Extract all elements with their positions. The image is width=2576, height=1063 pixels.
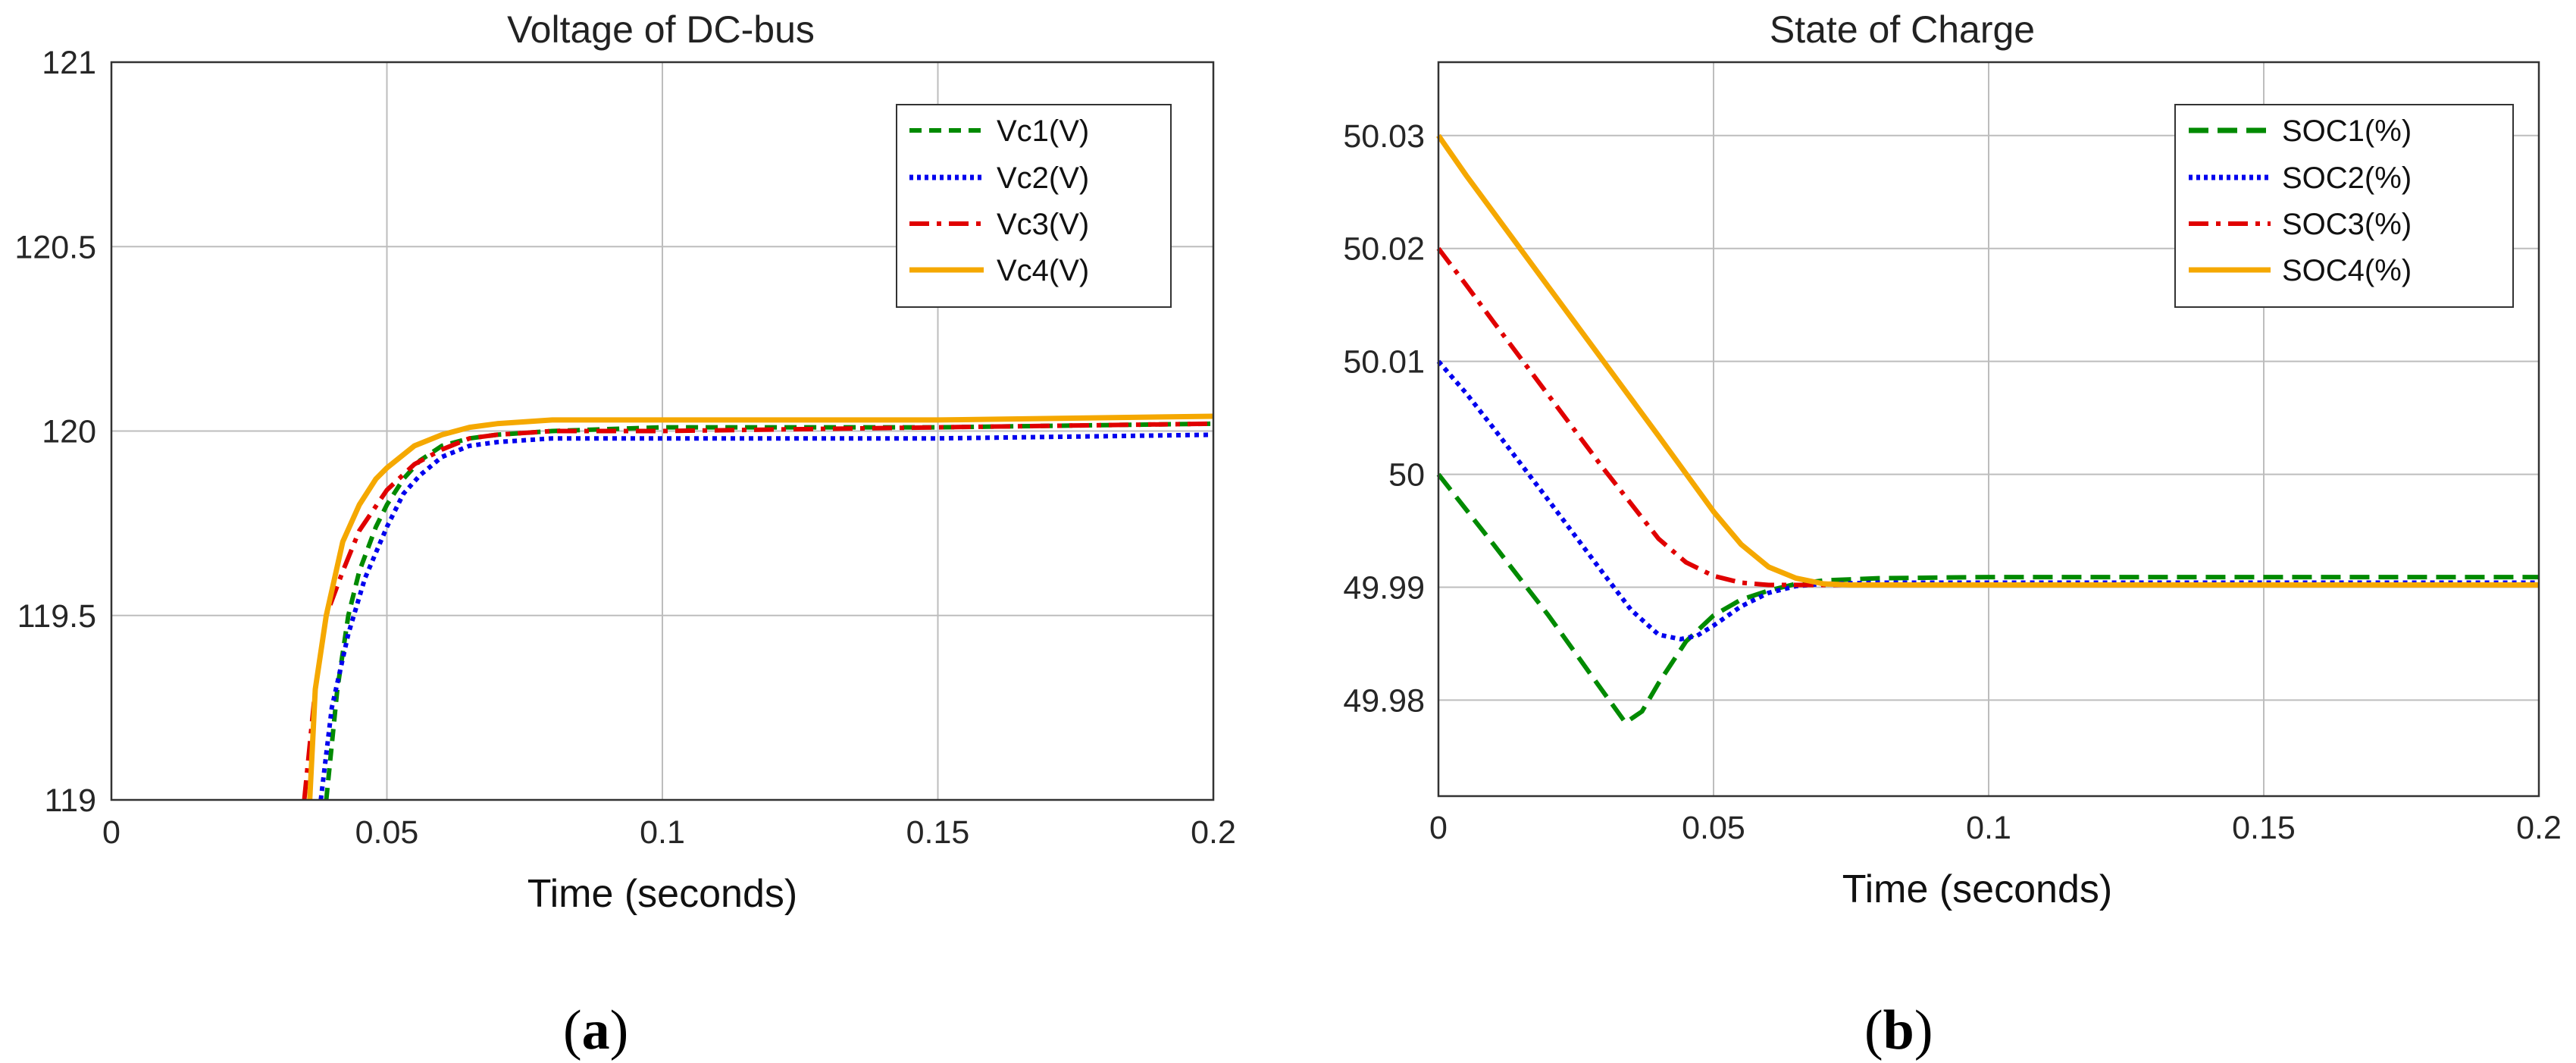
chart-b-ytick: 50.01 (1343, 344, 1425, 381)
chart-a-ytick: 120.5 (14, 229, 96, 265)
chart-a-ytick: 119.5 (17, 598, 96, 635)
chart-a-legend-box (896, 104, 1172, 308)
chart-a-caption-letter: a (582, 999, 610, 1061)
chart-a-xtick: 0.15 (906, 814, 970, 851)
chart-a-legend-label: Vc1(V) (997, 114, 1089, 148)
chart-b-legend-label: SOC2(%) (2282, 161, 2412, 195)
chart-a-xtick: 0.1 (640, 814, 685, 851)
chart-a: Voltage of DC-bus 0 0.05 0.1 0.15 0.2 11… (14, 8, 1236, 1061)
chart-b-ytick: 49.99 (1343, 569, 1425, 606)
chart-b-ytick: 50 (1388, 457, 1425, 494)
chart-a-legend-label: Vc3(V) (997, 208, 1089, 241)
chart-b-ytick: 50.02 (1343, 231, 1425, 268)
chart-b-caption: (b) (1864, 999, 1933, 1061)
chart-a-title: Voltage of DC-bus (507, 8, 815, 51)
chart-b-caption-letter: b (1883, 999, 1914, 1061)
chart-a-ytick: 121 (42, 45, 96, 81)
chart-b-yticks: 49.98 49.99 50 50.01 50.02 50.03 (1343, 118, 1425, 720)
chart-b-legend-label: SOC3(%) (2282, 208, 2412, 241)
chart-b-xtick: 0.1 (1966, 810, 2011, 846)
chart-b-series-4-line (1436, 133, 2539, 588)
chart-a-ytick: 120 (42, 414, 96, 450)
chart-b-xtick: 0.05 (1682, 810, 1745, 846)
chart-b-ytick: 49.98 (1343, 682, 1425, 719)
chart-b-legend-label: SOC4(%) (2282, 254, 2412, 287)
chart-b-xticks: 0 0.05 0.1 0.15 0.2 (1429, 810, 2562, 846)
chart-b-plot-frame (1437, 61, 2540, 798)
chart-b-legend: SOC1(%) SOC2(%) SOC3(%) SOC4(%) (2174, 104, 2514, 308)
chart-a-caption: (a) (563, 999, 628, 1061)
chart-a-xtick: 0.2 (1191, 814, 1236, 851)
chart-a-series-3-line (302, 421, 1214, 801)
chart-a-series (302, 413, 1214, 801)
chart-b-series (1436, 133, 2539, 726)
chart-b-title: State of Charge (1770, 8, 2035, 51)
chart-a-xlabel: Time (seconds) (527, 872, 797, 916)
chart-a-plot-frame (110, 61, 1215, 801)
chart-a-legend-label: Vc4(V) (997, 254, 1089, 287)
chart-b-series-3-line (1436, 246, 2539, 588)
chart-a-yticks: 119 119.5 120 120.5 121 (14, 45, 96, 819)
chart-a-xtick: 0 (102, 814, 121, 851)
chart-b-series-1-line (1436, 472, 2539, 726)
chart-a-ytick: 119 (44, 782, 96, 819)
chart-b-xtick: 0 (1429, 810, 1448, 846)
chart-a-xticks: 0 0.05 0.1 0.15 0.2 (102, 814, 1236, 851)
chart-a-series-2-line (318, 432, 1214, 801)
chart-a-legend: Vc1(V) Vc2(V) Vc3(V) Vc4(V) (896, 104, 1172, 308)
chart-b-xlabel: Time (seconds) (1842, 867, 2112, 911)
chart-a-xtick: 0.05 (355, 814, 419, 851)
chart-b-xtick: 0.15 (2232, 810, 2296, 846)
chart-a-series-4-line (307, 413, 1214, 801)
chart-b: State of Charge 0 0.05 0.1 0.15 0.2 49.9… (1343, 8, 2562, 1061)
chart-a-series-1-line (324, 421, 1214, 801)
chart-a-legend-label: Vc2(V) (997, 161, 1089, 195)
chart-b-legend-box (2174, 104, 2514, 308)
chart-b-legend-label: SOC1(%) (2282, 114, 2412, 148)
chart-b-ytick: 50.03 (1343, 118, 1425, 155)
chart-b-xtick: 0.2 (2516, 810, 2562, 846)
